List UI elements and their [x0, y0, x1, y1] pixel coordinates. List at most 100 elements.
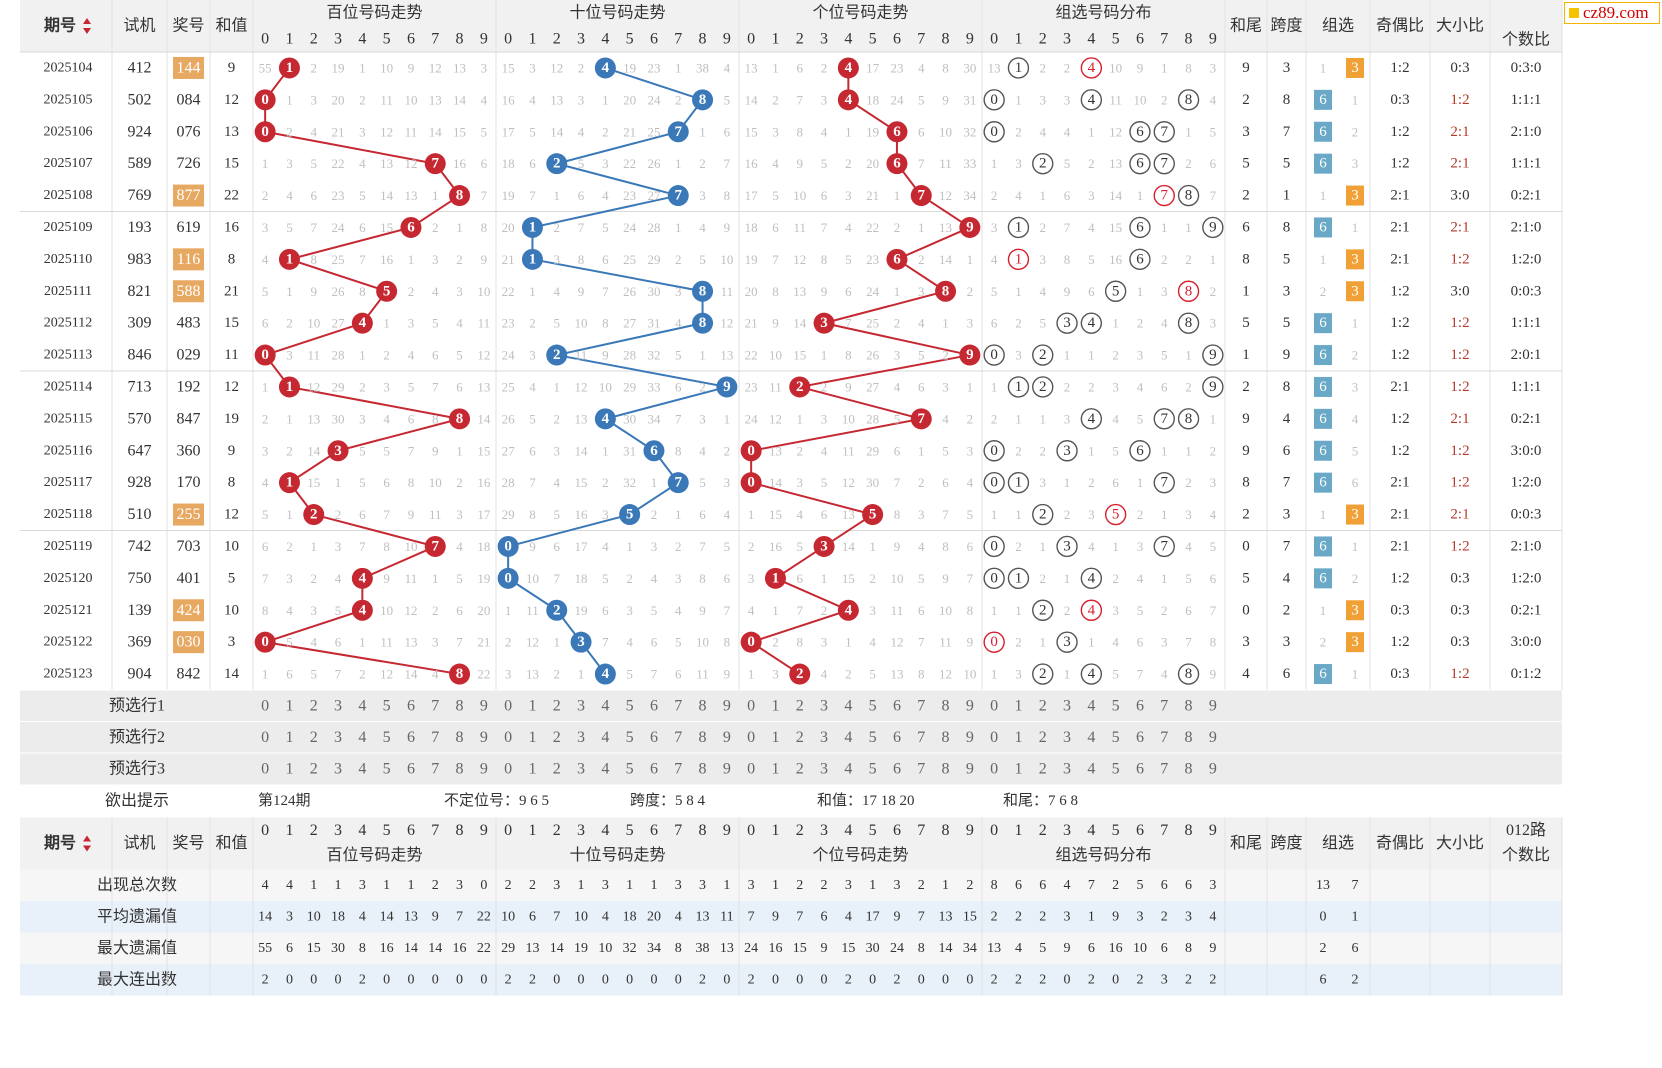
preselect-digit-button[interactable]: 7	[431, 697, 439, 714]
preselect-digit-button[interactable]: 6	[407, 729, 415, 746]
preselect-digit-button[interactable]: 5	[1112, 760, 1120, 777]
preselect-digit-button[interactable]: 9	[723, 760, 731, 777]
preselect-digit-button[interactable]: 6	[1136, 697, 1144, 714]
preselect-digit-button[interactable]: 9	[966, 697, 974, 714]
preselect-digit-button[interactable]: 3	[334, 729, 342, 746]
preselect-digit-button[interactable]: 6	[893, 697, 901, 714]
preselect-digit-button[interactable]: 5	[869, 729, 877, 746]
preselect-digit-button[interactable]: 3	[820, 760, 828, 777]
preselect-digit-button[interactable]: 8	[942, 760, 950, 777]
preselect-digit-button[interactable]: 8	[699, 760, 707, 777]
preselect-digit-button[interactable]: 8	[1185, 729, 1193, 746]
preselect-digit-button[interactable]: 2	[553, 697, 561, 714]
preselect-digit-button[interactable]: 9	[480, 760, 488, 777]
preselect-digit-button[interactable]: 0	[990, 760, 998, 777]
preselect-digit-button[interactable]: 8	[942, 729, 950, 746]
preselect-digit-button[interactable]: 4	[844, 697, 852, 714]
preselect-digit-button[interactable]: 4	[844, 729, 852, 746]
preselect-digit-button[interactable]: 2	[553, 760, 561, 777]
preselect-digit-button[interactable]: 5	[383, 760, 391, 777]
preselect-digit-button[interactable]: 8	[699, 729, 707, 746]
preselect-digit-button[interactable]: 5	[626, 760, 634, 777]
preselect-digit-button[interactable]: 8	[456, 729, 464, 746]
preselect-digit-button[interactable]: 0	[747, 697, 755, 714]
preselect-digit-button[interactable]: 1	[771, 697, 779, 714]
preselect-digit-button[interactable]: 9	[966, 729, 974, 746]
preselect-digit-button[interactable]: 5	[1112, 697, 1120, 714]
preselect-digit-button[interactable]: 7	[917, 760, 925, 777]
preselect-digit-button[interactable]: 6	[407, 697, 415, 714]
preselect-digit-button[interactable]: 7	[917, 729, 925, 746]
preselect-digit-button[interactable]: 0	[504, 729, 512, 746]
preselect-digit-button[interactable]: 0	[261, 697, 269, 714]
preselect-digit-button[interactable]: 2	[796, 697, 804, 714]
preselect-digit-button[interactable]: 9	[480, 697, 488, 714]
preselect-digit-button[interactable]: 2	[1039, 697, 1047, 714]
preselect-digit-button[interactable]: 8	[456, 760, 464, 777]
preselect-digit-button[interactable]: 5	[869, 760, 877, 777]
preselect-digit-button[interactable]: 4	[601, 760, 609, 777]
preselect-digit-button[interactable]: 7	[674, 697, 682, 714]
preselect-digit-button[interactable]: 6	[893, 729, 901, 746]
preselect-digit-button[interactable]: 9	[723, 729, 731, 746]
preselect-digit-button[interactable]: 3	[334, 697, 342, 714]
preselect-digit-button[interactable]: 7	[431, 729, 439, 746]
preselect-digit-button[interactable]: 7	[1160, 760, 1168, 777]
preselect-digit-button[interactable]: 1	[1014, 729, 1022, 746]
preselect-digit-button[interactable]: 4	[1087, 760, 1095, 777]
preselect-digit-button[interactable]: 6	[1136, 760, 1144, 777]
preselect-digit-button[interactable]: 0	[261, 760, 269, 777]
preselect-digit-button[interactable]: 6	[407, 760, 415, 777]
preselect-digit-button[interactable]: 6	[650, 697, 658, 714]
preselect-digit-button[interactable]: 3	[1063, 760, 1071, 777]
preselect-digit-button[interactable]: 3	[1063, 697, 1071, 714]
preselect-digit-button[interactable]: 1	[528, 697, 536, 714]
preselect-digit-button[interactable]: 8	[1185, 760, 1193, 777]
preselect-digit-button[interactable]: 4	[601, 729, 609, 746]
preselect-digit-button[interactable]: 4	[1087, 729, 1095, 746]
preselect-digit-button[interactable]: 8	[699, 697, 707, 714]
preselect-digit-button[interactable]: 9	[966, 760, 974, 777]
preselect-digit-button[interactable]: 1	[285, 729, 293, 746]
preselect-digit-button[interactable]: 4	[358, 760, 366, 777]
preselect-digit-button[interactable]: 4	[601, 697, 609, 714]
preselect-digit-button[interactable]: 4	[1087, 697, 1095, 714]
preselect-digit-button[interactable]: 0	[261, 729, 269, 746]
preselect-digit-button[interactable]: 7	[674, 729, 682, 746]
preselect-digit-button[interactable]: 5	[383, 729, 391, 746]
preselect-digit-button[interactable]: 3	[820, 697, 828, 714]
preselect-digit-button[interactable]: 7	[1160, 729, 1168, 746]
preselect-digit-button[interactable]: 9	[1209, 697, 1217, 714]
preselect-digit-button[interactable]: 0	[504, 697, 512, 714]
preselect-digit-button[interactable]: 4	[358, 729, 366, 746]
preselect-digit-button[interactable]: 5	[869, 697, 877, 714]
preselect-digit-button[interactable]: 6	[1136, 729, 1144, 746]
preselect-digit-button[interactable]: 8	[1185, 697, 1193, 714]
preselect-digit-button[interactable]: 2	[310, 697, 318, 714]
preselect-digit-button[interactable]: 0	[747, 760, 755, 777]
preselect-digit-button[interactable]: 5	[1112, 729, 1120, 746]
preselect-digit-button[interactable]: 7	[674, 760, 682, 777]
preselect-digit-button[interactable]: 1	[771, 760, 779, 777]
preselect-digit-button[interactable]: 9	[480, 729, 488, 746]
preselect-digit-button[interactable]: 0	[747, 729, 755, 746]
preselect-digit-button[interactable]: 2	[553, 729, 561, 746]
preselect-digit-button[interactable]: 3	[820, 729, 828, 746]
preselect-digit-button[interactable]: 2	[1039, 729, 1047, 746]
preselect-digit-button[interactable]: 2	[310, 760, 318, 777]
preselect-digit-button[interactable]: 7	[917, 697, 925, 714]
preselect-digit-button[interactable]: 1	[771, 729, 779, 746]
preselect-digit-button[interactable]: 2	[1039, 760, 1047, 777]
preselect-digit-button[interactable]: 3	[577, 697, 585, 714]
preselect-digit-button[interactable]: 9	[723, 697, 731, 714]
preselect-digit-button[interactable]: 0	[990, 697, 998, 714]
preselect-digit-button[interactable]: 1	[1014, 760, 1022, 777]
preselect-digit-button[interactable]: 9	[1209, 729, 1217, 746]
preselect-digit-button[interactable]: 3	[577, 729, 585, 746]
preselect-digit-button[interactable]: 0	[990, 729, 998, 746]
preselect-digit-button[interactable]: 8	[456, 697, 464, 714]
site-watermark[interactable]: cz89.com	[1564, 2, 1660, 24]
preselect-digit-button[interactable]: 3	[334, 760, 342, 777]
preselect-digit-button[interactable]: 2	[796, 729, 804, 746]
preselect-digit-button[interactable]: 1	[528, 729, 536, 746]
